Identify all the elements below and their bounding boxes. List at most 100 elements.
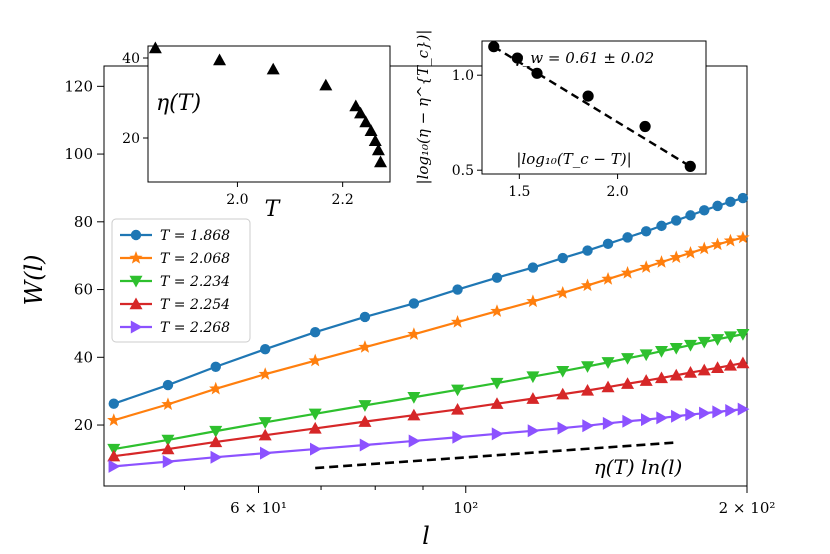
data-point [639, 260, 653, 273]
series-line [113, 333, 744, 451]
inset-eta-x-tick-label: 2.2 [332, 192, 354, 208]
main-x-axis-label: l [422, 522, 430, 550]
data-point [683, 366, 697, 378]
data-point [736, 356, 750, 369]
data-point [108, 398, 119, 409]
data-point [358, 415, 372, 427]
data-point [526, 392, 540, 404]
legend-item: T = 2.234 [120, 274, 230, 290]
data-point [581, 383, 595, 396]
legend-label: T = 1.868 [160, 228, 230, 244]
data-point [671, 215, 682, 226]
data-point [358, 400, 372, 412]
inset-eta-frame [147, 45, 391, 183]
data-point [737, 402, 750, 416]
data-point [725, 403, 737, 417]
legend: T = 1.868 T = 2.068 T = 2.234 T = 2.254 T = … [111, 218, 251, 343]
legend-marker [129, 297, 143, 310]
data-point [308, 408, 322, 421]
y-tick-label: 100 [64, 145, 93, 163]
inset-eta-x-tick-label: 2.0 [226, 192, 248, 208]
data-point [310, 442, 322, 456]
data-point [452, 430, 465, 444]
data-point [452, 284, 463, 295]
data-point [671, 409, 683, 423]
data-point [358, 340, 372, 353]
series-line [113, 408, 744, 468]
data-point [723, 233, 738, 247]
data-point [359, 438, 372, 452]
x-tick-label: 10² [453, 499, 478, 517]
data-point [107, 449, 121, 462]
data-point [450, 315, 465, 328]
inset-eta-point [374, 155, 388, 168]
data-point [557, 252, 568, 264]
inset-scaling-y-tick-label: 0.5 [452, 163, 474, 179]
data-point [408, 434, 421, 448]
inset-scaling-x-label: |log₁₀(T_c − T)| [516, 150, 631, 168]
series-line [113, 236, 744, 422]
inset-eta-point [213, 53, 227, 66]
series-group [107, 192, 750, 473]
data-point [622, 232, 633, 243]
inset-scaling-frame [481, 40, 707, 175]
data-point [209, 381, 223, 395]
data-point [209, 435, 223, 448]
data-point [655, 371, 669, 384]
main-x-axis-ticks: 6 × 10¹ 10² 2 × 10² [184, 486, 775, 517]
data-point [656, 220, 667, 232]
data-point [490, 304, 504, 317]
data-point [407, 392, 421, 404]
data-point [209, 425, 223, 438]
inset-scaling-x-tick-label: 1.5 [508, 184, 530, 200]
data-point [556, 285, 570, 299]
data-point [491, 272, 503, 283]
data-point [308, 353, 322, 367]
legend-item: T = 2.068 [120, 251, 230, 267]
data-point [640, 226, 652, 237]
data-point [669, 342, 683, 355]
data-point [210, 450, 223, 464]
legend-marker [129, 251, 143, 264]
data-point [258, 417, 272, 429]
data-point [683, 245, 698, 259]
legend-label: T = 2.234 [160, 274, 230, 290]
data-point [527, 424, 540, 438]
legend-label: T = 2.068 [160, 251, 230, 267]
series-line [113, 197, 744, 405]
data-point [580, 278, 595, 292]
inset-scaling-points [488, 41, 696, 172]
data-point [258, 428, 272, 441]
data-point [161, 397, 175, 411]
legend-label: T = 2.254 [160, 297, 230, 313]
legend-items: T = 1.868 T = 2.068 T = 2.234 T = 2.254 T = … [120, 228, 230, 336]
main-plot-frame [103, 65, 748, 487]
data-point [557, 421, 570, 435]
series-line [113, 361, 744, 458]
data-point [737, 192, 749, 204]
data-point [451, 384, 465, 397]
data-point [407, 327, 421, 340]
inset-scaling-point [582, 90, 594, 102]
data-point [736, 230, 750, 244]
data-point [620, 265, 635, 279]
data-point [491, 427, 504, 441]
data-point [161, 434, 175, 447]
legend-marker [130, 229, 142, 241]
data-point [712, 405, 725, 419]
data-point [490, 397, 504, 409]
data-point [712, 200, 723, 212]
inset-scaling-x-ticks: 1.5 2.0 [508, 174, 629, 200]
data-point [621, 353, 635, 365]
legend-item: T = 2.268 [120, 320, 230, 336]
data-point [697, 363, 711, 376]
series-5 [108, 402, 750, 473]
data-point [699, 406, 711, 420]
data-point [640, 413, 653, 427]
data-point [107, 413, 121, 426]
data-point [260, 446, 272, 460]
inset-scaling-point [639, 120, 651, 133]
reference-line-label: η(T) ln(l) [594, 455, 683, 479]
